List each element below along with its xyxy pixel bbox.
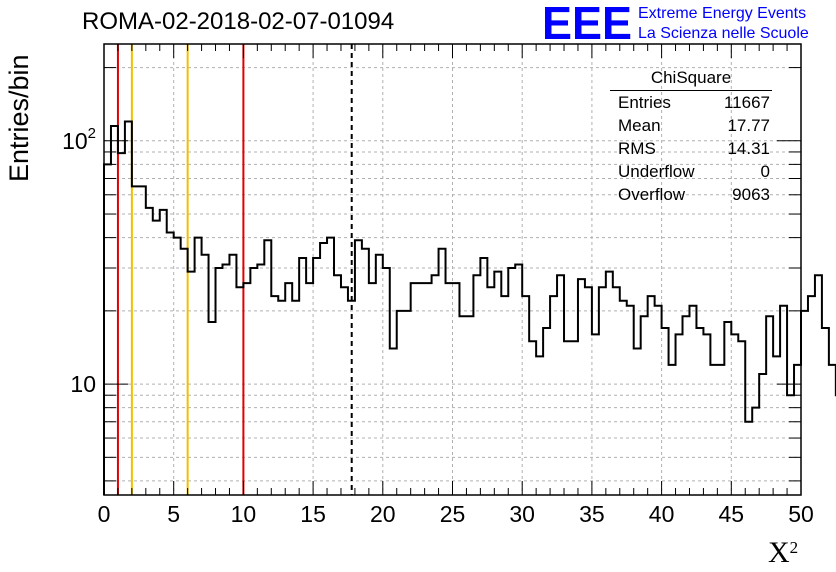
stats-box: ChiSquare Entries 11667 Mean 17.77 RMS 1… (610, 68, 778, 206)
stats-value: 14.31 (727, 139, 770, 158)
stats-value: 17.77 (727, 116, 770, 135)
y-tick-label: 10 (70, 371, 96, 397)
stats-label: Underflow (618, 162, 695, 181)
stats-value: 11667 (723, 93, 770, 112)
stats-value: 0 (760, 162, 770, 181)
stats-label: RMS (618, 139, 656, 158)
histogram-step-line (103, 120, 836, 495)
x-tick-label: 35 (579, 501, 605, 527)
stats-row-rms: RMS 14.31 (610, 137, 778, 160)
x-tick-label: 45 (719, 501, 745, 527)
stats-label: Overflow (618, 185, 686, 204)
logo-text: EEE (542, 2, 632, 42)
eee-logo: EEE (542, 2, 632, 42)
org-name-line1: Extreme Energy Events (638, 5, 807, 22)
x-tick-label: 0 (98, 501, 111, 527)
stats-row-overflow: Overflow 9063 (610, 183, 778, 206)
stats-box-name: ChiSquare (610, 68, 772, 91)
x-tick-label: 30 (509, 501, 535, 527)
x-tick-label: 20 (370, 501, 396, 527)
x-tick-label: 40 (649, 501, 675, 527)
x-axis-label: X2 (768, 536, 798, 570)
x-axis-label-exponent: 2 (789, 538, 799, 557)
x-tick-label: 50 (788, 501, 814, 527)
x-tick-label: 25 (440, 501, 466, 527)
org-name-line2: La Scienza nelle Scuole (638, 25, 809, 42)
y-tick-label-exponent: 2 (88, 125, 96, 142)
stats-label: Mean (618, 116, 661, 135)
stats-label: Entries (618, 93, 671, 112)
stats-value: 9063 (732, 185, 770, 204)
y-tick-label: 102 (62, 125, 96, 154)
stats-row-mean: Mean 17.77 (610, 114, 778, 137)
x-tick-label: 10 (231, 501, 257, 527)
y-axis-label: Entries/bin (4, 54, 34, 182)
reference-lines (116, 44, 353, 495)
x-tick-label: 5 (167, 501, 180, 527)
stats-row-underflow: Underflow 0 (610, 160, 778, 183)
x-tick-label: 15 (300, 501, 326, 527)
plot-title: ROMA-02-2018-02-07-01094 (82, 8, 395, 35)
y-tick-label-base: 10 (62, 128, 88, 154)
x-axis-label-text: X (768, 536, 790, 569)
stats-row-entries: Entries 11667 (610, 91, 778, 114)
axis-ticks (103, 44, 802, 495)
y-tick-label-base: 10 (70, 371, 96, 397)
